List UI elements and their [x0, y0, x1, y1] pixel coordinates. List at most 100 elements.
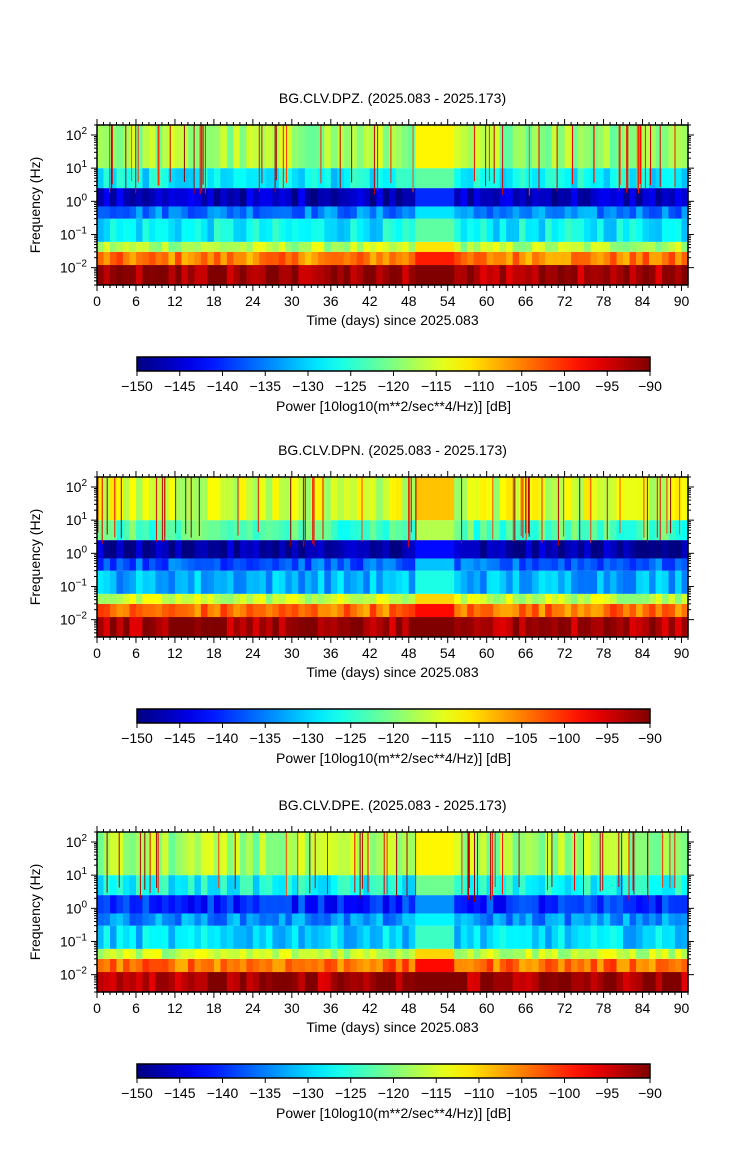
heatmap-cell — [662, 948, 670, 959]
heatmap-cell — [161, 913, 170, 926]
heatmap-cell — [285, 617, 293, 637]
heatmap-cell — [155, 558, 163, 571]
heatmap-cell — [681, 125, 689, 169]
heatmap-cell — [356, 593, 364, 604]
heatmap-cell — [551, 206, 559, 219]
heatmap-cell — [668, 251, 676, 266]
heatmap-cell — [642, 218, 650, 242]
heatmap-cell — [486, 958, 494, 973]
colorbar-tick-label: −90 — [638, 730, 662, 746]
heatmap-cell — [603, 958, 611, 973]
heatmap-cell — [161, 832, 170, 876]
heatmap-cell — [681, 218, 689, 242]
heatmap-cell — [168, 477, 176, 521]
heatmap-cell — [681, 265, 689, 285]
heatmap-cell — [363, 188, 371, 207]
heatmap-cell — [265, 958, 273, 973]
heatmap-cell — [103, 265, 111, 285]
heatmap-cell — [246, 558, 254, 571]
x-tick-label: 24 — [245, 645, 261, 661]
heatmap-cell — [681, 251, 689, 266]
heatmap-cell — [590, 265, 598, 285]
heatmap-cell — [304, 832, 312, 876]
heatmap-cell — [389, 251, 397, 266]
heatmap-cell — [207, 206, 215, 219]
heatmap-cell — [304, 895, 312, 914]
heatmap-cell — [389, 617, 397, 637]
heatmap-cell — [213, 558, 221, 571]
y-axis-label: Frequency (Hz) — [27, 157, 43, 253]
heatmap-cell — [519, 617, 527, 637]
heatmap-cell — [207, 241, 215, 252]
heatmap-cell — [135, 603, 144, 618]
heatmap-cell — [97, 913, 105, 926]
heatmap-cell — [532, 520, 540, 541]
heatmap-cell — [116, 251, 124, 266]
heatmap-cell — [207, 540, 215, 559]
heatmap-cell — [532, 251, 540, 266]
heatmap-cell — [460, 206, 468, 219]
heatmap-cell — [142, 206, 150, 219]
heatmap-cell — [571, 265, 579, 285]
heatmap-cell — [480, 477, 488, 521]
heatmap-cell — [512, 168, 520, 189]
heatmap-cell — [616, 895, 624, 914]
heatmap-cell — [350, 972, 358, 992]
heatmap-cell — [272, 832, 280, 876]
heatmap-cell — [376, 125, 384, 169]
colorbar-tick-label: −115 — [421, 378, 452, 394]
heatmap-cell — [220, 617, 228, 637]
heatmap-cell — [356, 558, 364, 571]
heatmap-cell — [194, 958, 202, 973]
heatmap-cell — [356, 617, 364, 637]
heatmap-cell — [200, 206, 208, 219]
heatmap-cell — [480, 168, 488, 189]
heatmap-cell — [642, 875, 650, 896]
heatmap-cell — [675, 617, 683, 637]
heatmap-cell — [194, 617, 202, 637]
heatmap-cell — [187, 558, 196, 571]
heatmap-cell — [655, 593, 663, 604]
heatmap-cell — [252, 603, 260, 618]
heatmap-cell — [148, 251, 157, 266]
heatmap-cell — [610, 265, 618, 285]
heatmap-cell — [265, 617, 273, 637]
heatmap-cell — [265, 972, 273, 992]
heatmap-cell — [493, 593, 501, 604]
heatmap-cell — [389, 925, 397, 949]
heatmap-cell — [239, 168, 247, 189]
heatmap-cell — [421, 540, 429, 559]
heatmap-cell — [610, 972, 618, 992]
heatmap-cell — [233, 958, 241, 973]
heatmap-cell — [259, 948, 267, 959]
heatmap-cell — [447, 477, 455, 521]
heatmap-cell — [252, 972, 260, 992]
heatmap-cell — [473, 168, 481, 189]
heatmap-cell — [421, 832, 429, 876]
colorbar-tick-label: −130 — [292, 1085, 324, 1101]
heatmap-cell — [213, 925, 221, 949]
heatmap-cell — [649, 925, 657, 949]
heatmap-cell — [499, 218, 507, 242]
heatmap-cell — [311, 558, 319, 571]
heatmap-cell — [668, 540, 676, 559]
heatmap-cell — [506, 958, 514, 973]
heatmap-cell — [415, 603, 423, 618]
heatmap-cell — [447, 168, 455, 189]
heatmap-cell — [571, 913, 579, 926]
heatmap-cell — [233, 540, 241, 559]
heatmap-cell — [623, 925, 631, 949]
heatmap-cell — [207, 895, 215, 914]
heatmap-cell — [636, 168, 644, 189]
heatmap-cell — [415, 241, 423, 252]
heatmap-cell — [597, 168, 605, 189]
heatmap-cell — [636, 972, 644, 992]
heatmap-cell — [480, 972, 488, 992]
heatmap-cell — [441, 948, 449, 959]
heatmap-cell — [473, 925, 481, 949]
heatmap-cell — [220, 948, 228, 959]
heatmap-cell — [610, 206, 618, 219]
heatmap-cell — [662, 958, 670, 973]
heatmap-cell — [317, 265, 325, 285]
heatmap-cell — [109, 265, 118, 285]
